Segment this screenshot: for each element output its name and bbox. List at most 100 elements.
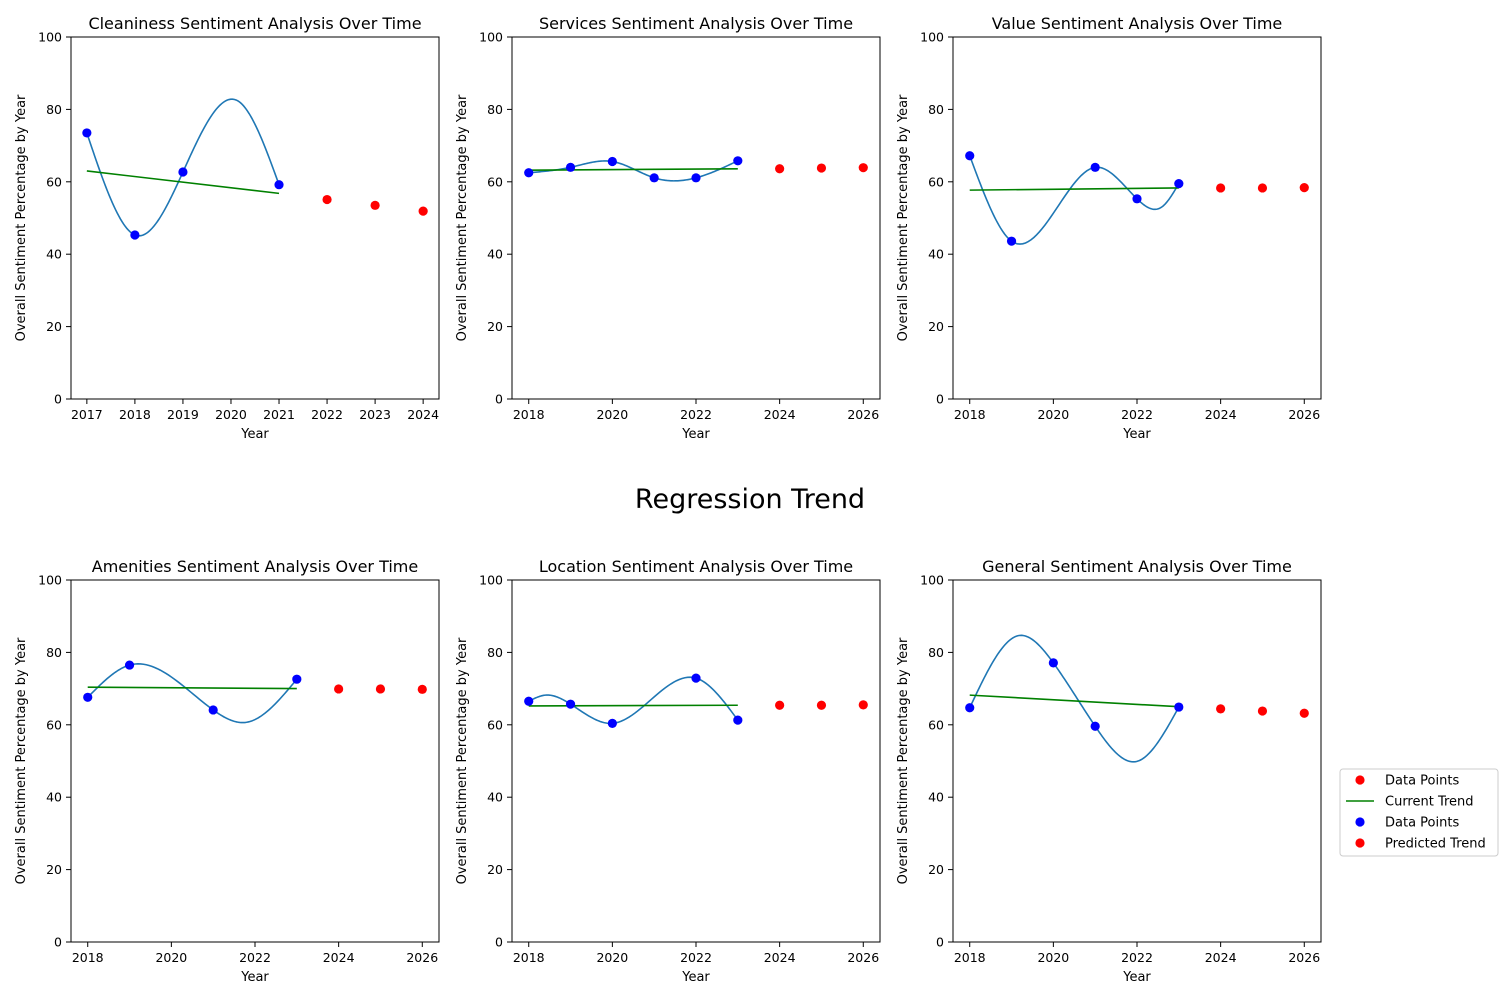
current-trend-line — [528, 167, 738, 172]
y-axis-label: Overall Sentiment Percentage by Year — [896, 637, 911, 884]
data-point — [524, 696, 534, 706]
data-point — [1090, 721, 1100, 731]
data-point — [733, 156, 743, 166]
chart-title: Amenities Sentiment Analysis Over Time — [92, 557, 418, 576]
y-tick-label: 80 — [487, 102, 503, 117]
data-point — [124, 660, 135, 670]
y-axis-label: Overall Sentiment Percentage by Year — [896, 94, 911, 341]
legend-marker-swatch — [1355, 838, 1365, 848]
x-tick-label: 2022 — [1121, 407, 1153, 422]
predicted-point — [775, 700, 785, 710]
data-point — [691, 673, 701, 683]
x-tick-label: 2018 — [72, 950, 104, 965]
predicted-point — [858, 700, 868, 710]
x-tick-label: 2024 — [323, 950, 355, 965]
spline-line — [969, 634, 1180, 763]
x-tick-label: 2026 — [1288, 950, 1320, 965]
x-tick-label: 2022 — [680, 950, 712, 965]
chart-panel-6: General Sentiment Analysis Over Time 2018… — [896, 557, 1322, 985]
current-trend-line — [969, 187, 1179, 191]
y-tick-label: 20 — [928, 862, 944, 877]
current-trend-line — [969, 694, 1179, 708]
x-tick-label: 2022 — [239, 950, 271, 965]
y-tick-label: 20 — [487, 862, 503, 877]
predicted-point — [858, 163, 868, 173]
data-point — [83, 692, 93, 702]
y-tick-label: 80 — [46, 102, 62, 117]
data-point — [565, 699, 576, 709]
chart-title: Location Sentiment Analysis Over Time — [539, 557, 853, 576]
current-trend-line — [87, 686, 297, 690]
y-tick-label: 100 — [38, 573, 62, 588]
y-tick-label: 0 — [54, 935, 62, 950]
predicted-point — [816, 163, 827, 173]
predicted-point — [775, 164, 785, 174]
spline-line — [528, 160, 739, 182]
spline-line — [87, 663, 298, 724]
y-tick-label: 20 — [487, 319, 503, 334]
data-point — [208, 705, 218, 715]
legend-marker-swatch — [1355, 775, 1365, 785]
legend-frame — [1339, 768, 1499, 857]
x-tick-label: 2023 — [359, 407, 391, 422]
data-point — [965, 703, 975, 713]
figure-title: Regression Trend — [635, 484, 865, 515]
y-tick-label: 60 — [928, 717, 944, 732]
y-axis-label: Overall Sentiment Percentage by Year — [14, 637, 29, 884]
predicted-point — [1216, 704, 1226, 714]
y-axis-label: Overall Sentiment Percentage by Year — [455, 94, 470, 341]
legend: Data Points Current Trend Data Points Predi… — [1339, 768, 1499, 857]
x-axis-label: Year — [681, 970, 710, 985]
x-tick-label: 2024 — [407, 407, 439, 422]
y-tick-label: 80 — [46, 645, 62, 660]
x-tick-label: 2024 — [764, 407, 796, 422]
y-tick-label: 40 — [487, 790, 503, 805]
y-tick-label: 0 — [936, 935, 944, 950]
y-tick-label: 20 — [46, 862, 62, 877]
data-point — [130, 230, 140, 240]
axes-frame — [952, 36, 1322, 400]
x-axis-label: Year — [1122, 427, 1151, 442]
axes-frame — [70, 36, 440, 400]
y-tick-label: 0 — [54, 392, 62, 407]
data-point — [1174, 702, 1184, 712]
x-axis-label: Year — [681, 427, 710, 442]
x-tick-label: 2018 — [513, 407, 545, 422]
predicted-point — [1299, 708, 1309, 718]
predicted-point — [1299, 182, 1309, 193]
predicted-point — [370, 200, 380, 210]
y-axis-label: Overall Sentiment Percentage by Year — [455, 637, 470, 884]
data-point — [274, 180, 284, 190]
y-tick-label: 40 — [928, 247, 944, 262]
data-point — [649, 173, 659, 183]
legend-marker-swatch — [1355, 817, 1365, 827]
predicted-point — [417, 684, 427, 694]
data-point — [607, 156, 617, 167]
y-tick-label: 0 — [495, 935, 503, 950]
y-tick-label: 100 — [920, 30, 944, 45]
x-axis-label: Year — [240, 427, 269, 442]
y-tick-label: 20 — [928, 319, 944, 334]
predicted-point — [375, 684, 386, 694]
data-point — [607, 718, 617, 728]
x-tick-label: 2026 — [406, 950, 438, 965]
x-axis-label: Year — [240, 970, 269, 985]
x-tick-label: 2018 — [954, 407, 986, 422]
y-tick-label: 40 — [46, 247, 62, 262]
y-tick-label: 100 — [920, 573, 944, 588]
y-tick-label: 60 — [46, 717, 62, 732]
predicted-point — [322, 194, 332, 205]
current-trend-line — [86, 170, 280, 195]
chart-panels: Cleaniness Sentiment Analysis Over Time 2… — [14, 14, 1322, 985]
data-point — [524, 168, 534, 178]
legend-entry-label: Predicted Trend — [1385, 837, 1486, 852]
chart-panel-2: Services Sentiment Analysis Over Time201… — [455, 14, 881, 442]
x-tick-label: 2026 — [847, 950, 879, 965]
y-tick-label: 60 — [46, 174, 62, 189]
data-point — [1132, 194, 1142, 204]
chart-panel-3: Value Sentiment Analysis Over Time 2018 20… — [896, 14, 1322, 442]
current-trend-line — [528, 704, 738, 707]
y-tick-label: 80 — [928, 645, 944, 660]
x-tick-label: 2022 — [1121, 950, 1153, 965]
